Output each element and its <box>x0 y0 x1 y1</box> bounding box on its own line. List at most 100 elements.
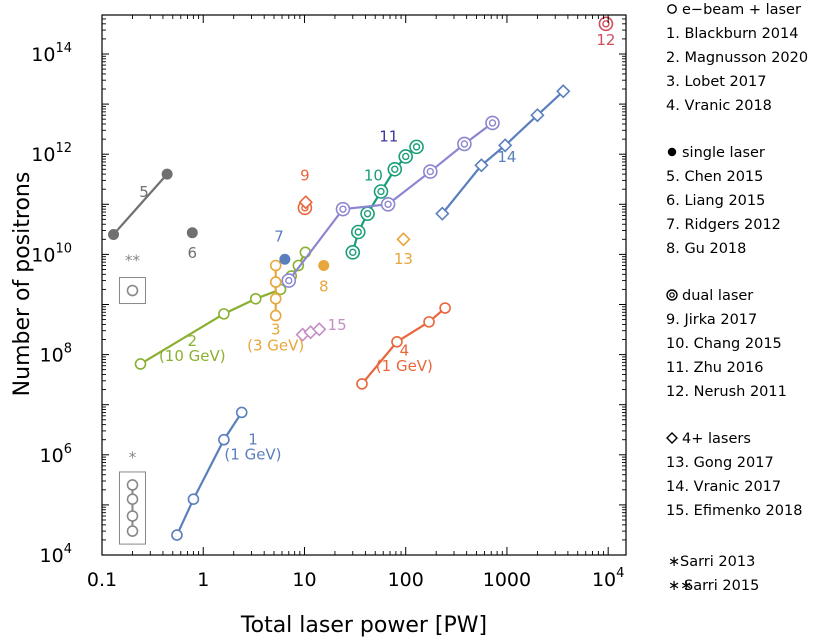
data-point <box>126 284 139 297</box>
x-tick-label: 0.1 <box>87 569 117 591</box>
data-point-inner <box>402 152 410 161</box>
legend-item: 8. Gu 2018 <box>666 241 746 257</box>
data-point-inner <box>349 248 357 257</box>
series-label: 14 <box>497 148 516 166</box>
series-label: * <box>129 449 137 467</box>
series-label: 6 <box>188 244 198 262</box>
series-label: 1 <box>248 431 258 449</box>
y-axis-title: Number of positrons <box>10 172 35 397</box>
data-point <box>269 292 282 305</box>
series-8 <box>318 260 330 272</box>
series-label: 2 <box>188 332 198 350</box>
data-point <box>249 292 262 305</box>
series-5 <box>108 168 173 240</box>
series-line <box>175 411 243 536</box>
series-label: 10 <box>364 166 383 184</box>
y-tick-label: 108 <box>40 342 72 367</box>
legend-marker <box>666 432 678 444</box>
data-point <box>126 493 139 505</box>
data-point <box>380 196 396 212</box>
legend-item: 11. Zhu 2016 <box>666 360 764 376</box>
y-tick-exponent: 14 <box>55 41 72 56</box>
data-point <box>439 302 451 314</box>
legend-item: 5. Chen 2015 <box>666 169 763 185</box>
series-line <box>112 173 168 236</box>
y-tick-exponent: 10 <box>55 241 72 256</box>
data-point <box>126 510 139 522</box>
legend-item: 9. Jirka 2017 <box>666 312 757 328</box>
legend-item: 1. Blackburn 2014 <box>666 26 798 42</box>
series-9b <box>298 195 313 210</box>
data-point <box>186 227 198 239</box>
plot-frame <box>101 14 627 556</box>
data-point <box>269 276 282 288</box>
series-label: (3 GeV) <box>247 337 304 355</box>
data-point <box>126 479 139 491</box>
series-label: 15 <box>328 316 347 334</box>
data-point <box>373 184 389 199</box>
series-label: (1 GeV) <box>376 357 433 375</box>
legend-marker-inner <box>669 292 675 298</box>
series-15 <box>295 322 327 342</box>
series-label: (1 GeV) <box>224 446 281 464</box>
series-label: 3 <box>271 321 281 339</box>
series-1 <box>171 406 248 541</box>
series-label: 13 <box>394 250 413 268</box>
data-point <box>356 378 368 390</box>
legend-item: 10. Chang 2015 <box>666 336 782 352</box>
series-label: (10 GeV) <box>159 347 226 365</box>
data-point <box>218 308 230 320</box>
x-tick-exponent: 4 <box>616 566 624 581</box>
series-label: 11 <box>379 127 398 145</box>
data-point-inner <box>354 228 362 236</box>
data-point <box>126 525 139 537</box>
data-point <box>335 201 351 217</box>
data-point-inner <box>339 205 347 213</box>
data-point-inner <box>285 276 293 285</box>
series-label: 7 <box>274 228 284 246</box>
data-point <box>423 316 435 328</box>
series-10 <box>345 139 424 260</box>
data-point-inner <box>363 209 372 218</box>
data-point <box>409 139 424 155</box>
data-point <box>235 406 248 419</box>
y-tick-label: 1010 <box>31 241 72 266</box>
x-tick-label: 10 <box>292 569 316 591</box>
legend-footnote: Sarri 2013 <box>680 554 755 570</box>
legend-item: 14. Vranic 2017 <box>666 479 781 495</box>
data-point-inner <box>384 200 392 208</box>
data-point <box>474 158 489 173</box>
data-point-inner <box>602 20 610 28</box>
data-point <box>391 336 403 348</box>
legend-footnote-symbol: ∗ <box>668 554 680 570</box>
y-tick-label: 1012 <box>31 141 72 166</box>
data-point <box>187 493 200 505</box>
data-point <box>312 322 327 337</box>
legend-item: 3. Lobet 2017 <box>666 74 766 90</box>
data-point <box>360 206 375 221</box>
x-tick-label: 1000 <box>483 569 531 591</box>
data-point <box>398 149 414 164</box>
series-label: 12 <box>596 31 615 49</box>
data-point <box>161 168 173 180</box>
data-point <box>279 253 291 265</box>
data-point <box>281 273 297 288</box>
data-point-inner <box>460 140 469 148</box>
legend-marker <box>667 147 677 157</box>
x-tick-label: 1 <box>197 569 209 591</box>
data-point <box>269 309 282 322</box>
legend-item: 2. Magnusson 2020 <box>666 50 808 66</box>
legend-item: 6. Liang 2015 <box>666 193 765 209</box>
legend-group-title: 4+ lasers <box>682 431 751 447</box>
data-point <box>218 433 230 446</box>
legend-marker <box>666 289 678 301</box>
data-point <box>269 259 282 272</box>
y-tick-label: 1014 <box>31 41 72 66</box>
data-point <box>350 224 366 240</box>
y-tick-label: 104 <box>40 542 72 567</box>
data-point <box>423 164 438 179</box>
legend-marker <box>667 4 677 14</box>
data-point <box>387 161 403 177</box>
